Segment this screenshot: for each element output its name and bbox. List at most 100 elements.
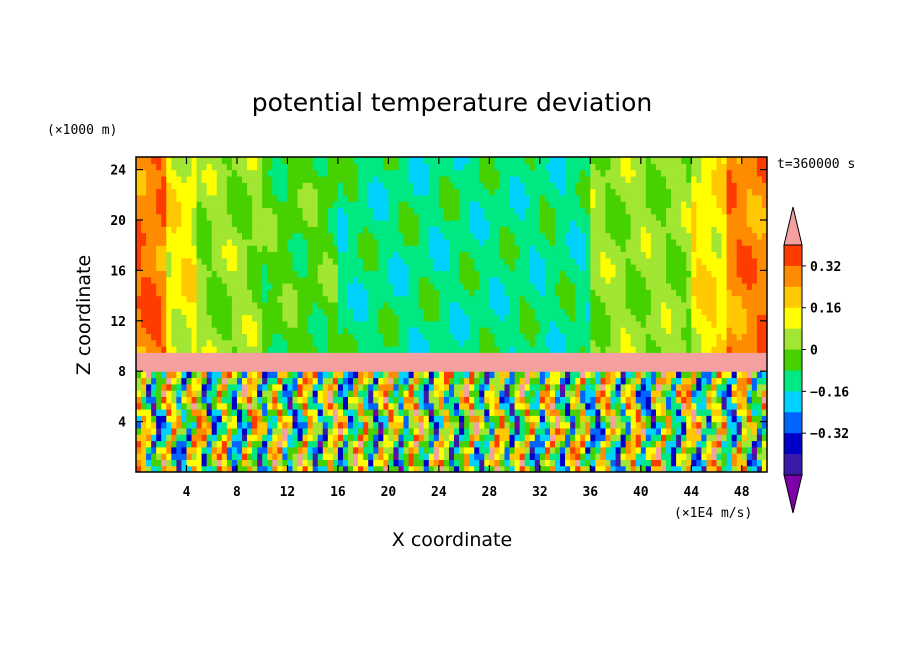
heatmap-cell (469, 402, 475, 410)
heatmap-cell (479, 346, 485, 353)
heatmap-cell (509, 427, 516, 435)
heatmap-cell (211, 327, 218, 334)
heatmap-cell (428, 264, 435, 271)
heatmap-cell (211, 383, 218, 391)
heatmap-cell (302, 377, 309, 385)
heatmap-cell (211, 157, 218, 164)
heatmap-cell (302, 459, 309, 467)
heatmap-cell (231, 245, 238, 253)
heatmap-cell (322, 440, 329, 448)
heatmap-cell (539, 283, 546, 290)
heatmap-cell (524, 358, 531, 366)
heatmap-cell (201, 207, 208, 215)
heatmap-cell (262, 377, 268, 385)
heatmap-cell (600, 157, 607, 164)
heatmap-cell (307, 364, 314, 372)
heatmap-cell (448, 257, 455, 265)
heatmap-cell (418, 264, 425, 271)
heatmap-cell (464, 320, 470, 328)
heatmap-cell (353, 320, 359, 328)
heatmap-cell (549, 465, 556, 472)
heatmap-cell (327, 427, 334, 435)
heatmap-cell (443, 238, 450, 246)
heatmap-cell (216, 283, 223, 290)
heatmap-cell (560, 459, 566, 467)
heatmap-cell (226, 157, 233, 164)
heatmap-cell (171, 301, 177, 309)
heatmap-cell (383, 333, 389, 341)
heatmap-cell (277, 320, 283, 328)
heatmap-cell (575, 459, 581, 467)
heatmap-cell (418, 409, 425, 416)
heatmap-cell (287, 427, 294, 435)
heatmap-cell (448, 446, 455, 454)
heatmap-cell (221, 314, 228, 322)
heatmap-cell (413, 320, 420, 328)
heatmap-cell (161, 213, 167, 221)
heatmap-cell (236, 415, 243, 423)
heatmap-cell (630, 364, 637, 372)
heatmap-cell (236, 220, 243, 227)
heatmap-cell (373, 402, 379, 410)
heatmap-cell (297, 377, 304, 385)
heatmap-cell (544, 327, 551, 334)
heatmap-cell (206, 245, 213, 253)
heatmap-cell (474, 226, 480, 234)
heatmap-cell (504, 358, 511, 366)
heatmap-cell (443, 169, 450, 177)
heatmap-cell (595, 276, 602, 284)
heatmap-cell (580, 346, 586, 353)
heatmap-cell (585, 226, 591, 234)
heatmap-cell (231, 421, 238, 429)
heatmap-cell (151, 390, 157, 397)
heatmap-cell (156, 276, 162, 284)
heatmap-cell (136, 427, 142, 435)
heatmap-cell (171, 421, 177, 429)
heatmap-cell (176, 169, 183, 177)
heatmap-cell (580, 295, 586, 303)
heatmap-cell (332, 415, 339, 423)
heatmap-cell (630, 421, 637, 429)
heatmap-cell (247, 364, 253, 372)
heatmap-cell (403, 453, 410, 460)
heatmap-cell (464, 194, 470, 202)
heatmap-cell (242, 421, 248, 429)
heatmap-cell (307, 434, 314, 442)
heatmap-cell (161, 434, 167, 442)
heatmap-cell (282, 157, 289, 164)
heatmap-cell (302, 188, 309, 196)
heatmap-cell (529, 245, 536, 253)
heatmap-cell (373, 157, 379, 164)
heatmap-cell (448, 434, 455, 442)
heatmap-cell (494, 308, 501, 316)
heatmap-cell (459, 453, 465, 460)
heatmap-cell (186, 245, 193, 253)
heatmap-cell (141, 245, 147, 253)
heatmap-cell (272, 415, 278, 423)
heatmap-cell (317, 308, 324, 316)
heatmap-cell (287, 415, 294, 423)
heatmap-cell (474, 446, 480, 454)
heatmap-cell (378, 409, 384, 416)
heatmap-cell (514, 270, 521, 278)
heatmap-cell (554, 434, 561, 442)
heatmap-cell (383, 213, 389, 221)
heatmap-cell (554, 194, 561, 202)
heatmap-cell (231, 182, 238, 190)
heatmap-cell (560, 270, 566, 278)
heatmap-cell (605, 396, 612, 404)
heatmap-cell (181, 201, 188, 208)
heatmap-cell (620, 459, 627, 467)
heatmap-cell (413, 270, 420, 278)
heatmap-cell (448, 188, 455, 196)
heatmap-cell (585, 346, 591, 353)
heatmap-cell (337, 333, 344, 341)
heatmap-cell (549, 264, 556, 271)
heatmap-cell (459, 188, 465, 196)
heatmap-cell (206, 301, 213, 309)
heatmap-cell (605, 346, 612, 353)
heatmap-cell (529, 358, 536, 366)
heatmap-cell (353, 346, 359, 353)
heatmap-cell (489, 327, 496, 334)
heatmap-cell (171, 270, 177, 278)
